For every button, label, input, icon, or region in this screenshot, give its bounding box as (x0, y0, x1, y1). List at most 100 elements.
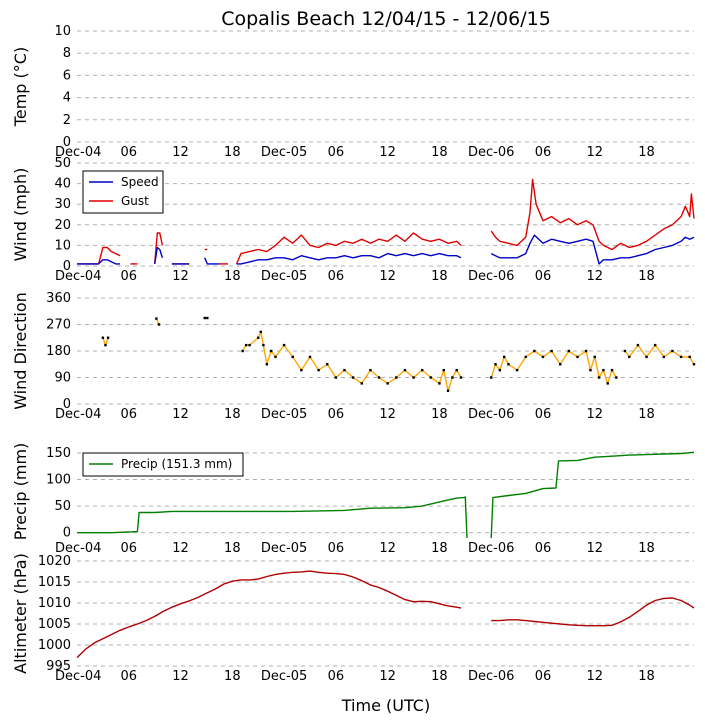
direction-point (334, 376, 338, 379)
direction-point (248, 343, 251, 347)
wind-series-speed-line (77, 259, 121, 265)
direction-point (241, 349, 244, 353)
direction-point (688, 355, 691, 359)
direction-point (203, 316, 206, 320)
temp-y-tick-label: 10 (54, 24, 71, 39)
direction-point (679, 355, 683, 359)
precip-y-tick-label: 50 (54, 499, 71, 514)
direction-point (584, 349, 588, 353)
direction-point (386, 382, 389, 385)
temp-x-tick-label: 06 (535, 145, 552, 160)
wind-x-tick-label: Dec-06 (468, 269, 514, 284)
direction-x-tick-label: 06 (121, 407, 138, 422)
direction-point (606, 382, 609, 385)
temp-y-tick-label: 6 (63, 68, 71, 83)
wind-series-speed-line (204, 257, 220, 265)
direction-x-tick-label: Dec-05 (261, 407, 307, 422)
direction-point (351, 376, 355, 379)
wind-series-speed-line (154, 246, 164, 265)
direction-x-tick-label: 18 (638, 407, 655, 422)
precip-x-tick-label: 06 (535, 541, 552, 556)
altimeter-x-tick-label: 18 (224, 669, 241, 684)
altimeter-series-altimeter-line (491, 597, 695, 627)
precip-x-tick-label: 06 (328, 541, 345, 556)
direction-point (636, 343, 640, 347)
temp-x-tick-label: 12 (379, 145, 396, 160)
temp-y-tick-label: 8 (63, 46, 71, 61)
direction-point (593, 355, 596, 359)
precip-x-tick-label: Dec-06 (468, 541, 514, 556)
direction-series-direction-line (624, 344, 695, 365)
wind-y-tick-label: 20 (54, 218, 71, 233)
panel-temp: 0 2 4 6 8 10 Dec-04 06 12 18 Dec-05 06 12 18 Dec-06 06 1… (11, 24, 694, 160)
direction-point (265, 363, 269, 366)
direction-point (429, 376, 433, 379)
wind-y-axis-label: Wind (mph) (11, 168, 30, 262)
altimeter-x-tick-label: 18 (638, 669, 655, 684)
direction-point (524, 355, 527, 359)
direction-x-tick-label: Dec-06 (468, 407, 514, 422)
direction-point (533, 349, 536, 353)
wind-x-tick-label: 12 (379, 269, 396, 284)
precip-x-tick-label: 18 (638, 541, 655, 556)
precip-y-tick-label: 0 (63, 526, 71, 541)
altimeter-x-tick-label: 12 (172, 669, 189, 684)
wind-legend-label: Gust (121, 194, 149, 208)
wind-series-speed-line (490, 234, 695, 265)
direction-y-tick-label: 0 (63, 397, 71, 412)
direction-point (662, 355, 665, 359)
altimeter-y-tick-label: 1015 (38, 575, 71, 590)
direction-x-tick-label: 12 (172, 407, 189, 422)
wind-x-tick-label: Dec-05 (261, 269, 307, 284)
wind-x-tick-label: 06 (535, 269, 552, 284)
wind-x-tick-label: 12 (586, 269, 603, 284)
altimeter-x-tick-label: 06 (328, 669, 345, 684)
temp-x-tick-label: 06 (328, 145, 345, 160)
direction-x-tick-label: 12 (379, 407, 396, 422)
precip-x-tick-label: Dec-05 (261, 541, 307, 556)
direction-point (494, 363, 497, 366)
direction-x-tick-label: 18 (431, 407, 448, 422)
direction-y-tick-label: 270 (46, 318, 71, 333)
altimeter-x-tick-label: 18 (431, 669, 448, 684)
direction-point (446, 389, 450, 392)
altimeter-x-tick-label: 12 (379, 669, 396, 684)
temp-y-tick-label: 0 (63, 135, 71, 150)
altimeter-y-axis-label: Altimeter (hPa) (11, 553, 30, 674)
direction-series-direction-line (490, 350, 617, 385)
altimeter-y-tick-label: 1010 (38, 596, 71, 611)
wind-x-tick-label: 06 (121, 269, 138, 284)
altimeter-y-tick-label: 1020 (38, 554, 71, 569)
direction-point (412, 376, 415, 379)
direction-point (259, 330, 263, 334)
wind-series-gust-line (154, 232, 164, 264)
direction-point (645, 355, 648, 359)
direction-point (308, 355, 312, 359)
direction-x-tick-label: 06 (535, 407, 552, 422)
temp-x-tick-label: Dec-05 (261, 145, 307, 160)
direction-point (490, 376, 493, 379)
altimeter-x-tick-label: Dec-04 (55, 669, 101, 684)
direction-point (300, 368, 303, 372)
direction-point (576, 355, 579, 359)
direction-point (369, 368, 372, 372)
direction-point (451, 376, 454, 379)
direction-point (515, 368, 519, 372)
precip-x-tick-label: 12 (172, 541, 189, 556)
direction-point (282, 343, 286, 347)
panel-direction: 0 90 180 270 360 Dec-04 06 12 18 Dec-05 06 12 18 Dec-… (11, 291, 696, 422)
wind-x-tick-label: Dec-04 (55, 269, 101, 284)
wind-legend-box (82, 170, 164, 214)
wind-x-tick-label: 06 (328, 269, 345, 284)
wind-x-tick-label: 12 (172, 269, 189, 284)
altimeter-x-tick-label: Dec-05 (261, 669, 307, 684)
precip-legend-label: Precip (151.3 mm) (121, 457, 232, 471)
direction-x-tick-label: 12 (586, 407, 603, 422)
direction-point (403, 368, 407, 372)
direction-point (455, 368, 458, 372)
wind-series-speed-line (236, 252, 462, 265)
direction-point (317, 368, 320, 372)
temp-x-tick-label: Dec-04 (55, 145, 101, 160)
direction-point (269, 349, 273, 353)
direction-point (274, 355, 277, 359)
